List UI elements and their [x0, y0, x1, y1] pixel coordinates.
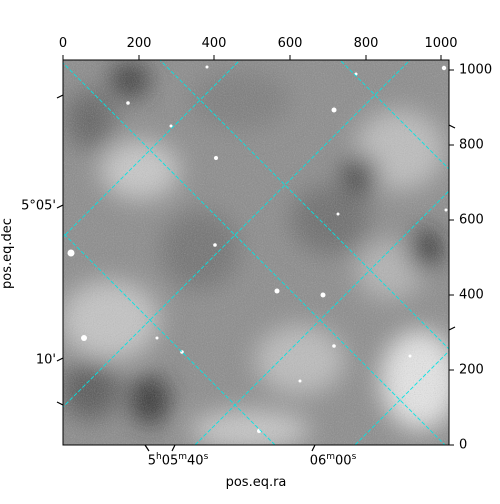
ra-tick-label: 06m00s	[309, 452, 357, 469]
top-tick-marks	[62, 55, 454, 446]
right-tick-label: 1000	[459, 62, 493, 78]
plot-frame	[62, 59, 450, 446]
ra-tick-label: 5h05m40s	[147, 452, 209, 469]
coordinate-grid	[63, 60, 449, 445]
top-tick-label: 400	[201, 36, 227, 51]
top-tick-label: 800	[353, 36, 379, 51]
dec-tick-label: 5°05'	[21, 198, 56, 214]
right-tick-label: 0	[459, 437, 468, 453]
right-tick-label: 400	[459, 287, 484, 303]
wcs-tick-marks	[56, 94, 456, 452]
dec-tick-label: 10'	[35, 352, 56, 368]
x-axis-label: pos.eq.ra	[225, 475, 287, 490]
top-tick-label: 1000	[424, 36, 458, 51]
top-tick-label: 200	[126, 36, 152, 51]
right-tick-label: 600	[459, 212, 484, 228]
right-tick-label: 200	[459, 362, 484, 378]
y-axis-label: pos.eq.dec	[0, 218, 15, 289]
top-tick-label: 0	[58, 36, 68, 51]
top-tick-label: 600	[277, 36, 303, 51]
right-tick-label: 800	[459, 137, 484, 153]
sky-image	[63, 60, 449, 445]
